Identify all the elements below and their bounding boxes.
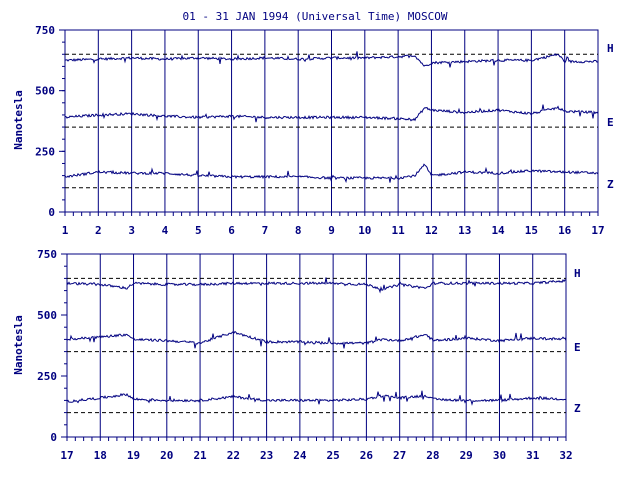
x-tick-label: 19 — [127, 449, 140, 462]
x-tick-label: 18 — [94, 449, 107, 462]
y-tick-label: 250 — [37, 370, 57, 383]
x-tick-label: 20 — [160, 449, 173, 462]
series-label-bottom-z: Z — [574, 402, 581, 415]
x-tick-label: 16 — [558, 224, 572, 237]
y-tick-label: 0 — [50, 431, 57, 444]
x-tick-label: 4 — [162, 224, 169, 237]
x-tick-label: 3 — [128, 224, 135, 237]
x-tick-label: 9 — [328, 224, 335, 237]
x-tick-label: 30 — [493, 449, 506, 462]
y-tick-label: 750 — [37, 248, 57, 261]
x-tick-label: 1 — [62, 224, 69, 237]
series-line-h — [66, 277, 567, 294]
y-tick-label: 250 — [35, 145, 55, 158]
x-tick-label: 15 — [525, 224, 538, 237]
x-tick-label: 22 — [227, 449, 240, 462]
x-tick-label: 17 — [591, 224, 604, 237]
y-tick-label: 500 — [37, 309, 57, 322]
y-tick-label: 0 — [48, 206, 55, 219]
x-tick-label: 28 — [426, 449, 439, 462]
x-tick-label: 8 — [295, 224, 302, 237]
x-tick-label: 14 — [491, 224, 505, 237]
x-tick-label: 25 — [327, 449, 340, 462]
series-label-top-e: E — [607, 116, 614, 129]
y-axis-label-bottom: Nanotesla — [12, 315, 25, 375]
x-tick-label: 26 — [360, 449, 374, 462]
series-label-top-h: H — [607, 42, 614, 55]
x-tick-label: 32 — [559, 449, 572, 462]
x-tick-label: 17 — [60, 449, 73, 462]
series-line-h — [65, 51, 599, 68]
x-tick-label: 13 — [458, 224, 471, 237]
x-tick-label: 29 — [460, 449, 473, 462]
x-tick-label: 6 — [228, 224, 235, 237]
series-label-top-z: Z — [607, 178, 614, 191]
x-tick-label: 11 — [392, 224, 406, 237]
x-tick-label: 23 — [260, 449, 273, 462]
y-axis-label-top: Nanotesla — [12, 90, 25, 150]
x-tick-label: 2 — [95, 224, 102, 237]
chart-title: 01 - 31 JAN 1994 (Universal Time) MOSCOW — [183, 10, 448, 23]
series-label-bottom-e: E — [574, 341, 581, 354]
series-line-z — [66, 390, 567, 406]
series-line-e — [66, 330, 567, 349]
x-tick-label: 7 — [262, 224, 269, 237]
series-line-z — [64, 163, 599, 184]
x-tick-label: 31 — [526, 449, 540, 462]
series-line-e — [64, 104, 599, 123]
plot-frame — [66, 253, 567, 438]
x-tick-label: 21 — [193, 449, 207, 462]
panel-bottom: 17 18 19 20 21 22 23 24 25 26 27 28 29 30 31 32 0 250 500 7… — [37, 248, 573, 462]
y-tick-label: 750 — [35, 24, 55, 37]
x-tick-label: 12 — [425, 224, 438, 237]
y-tick-label: 500 — [35, 85, 55, 98]
x-tick-label: 24 — [293, 449, 307, 462]
x-tick-label: 5 — [195, 224, 202, 237]
x-tick-label: 27 — [393, 449, 406, 462]
series-label-bottom-h: H — [574, 267, 581, 280]
x-tick-label: 10 — [358, 224, 371, 237]
